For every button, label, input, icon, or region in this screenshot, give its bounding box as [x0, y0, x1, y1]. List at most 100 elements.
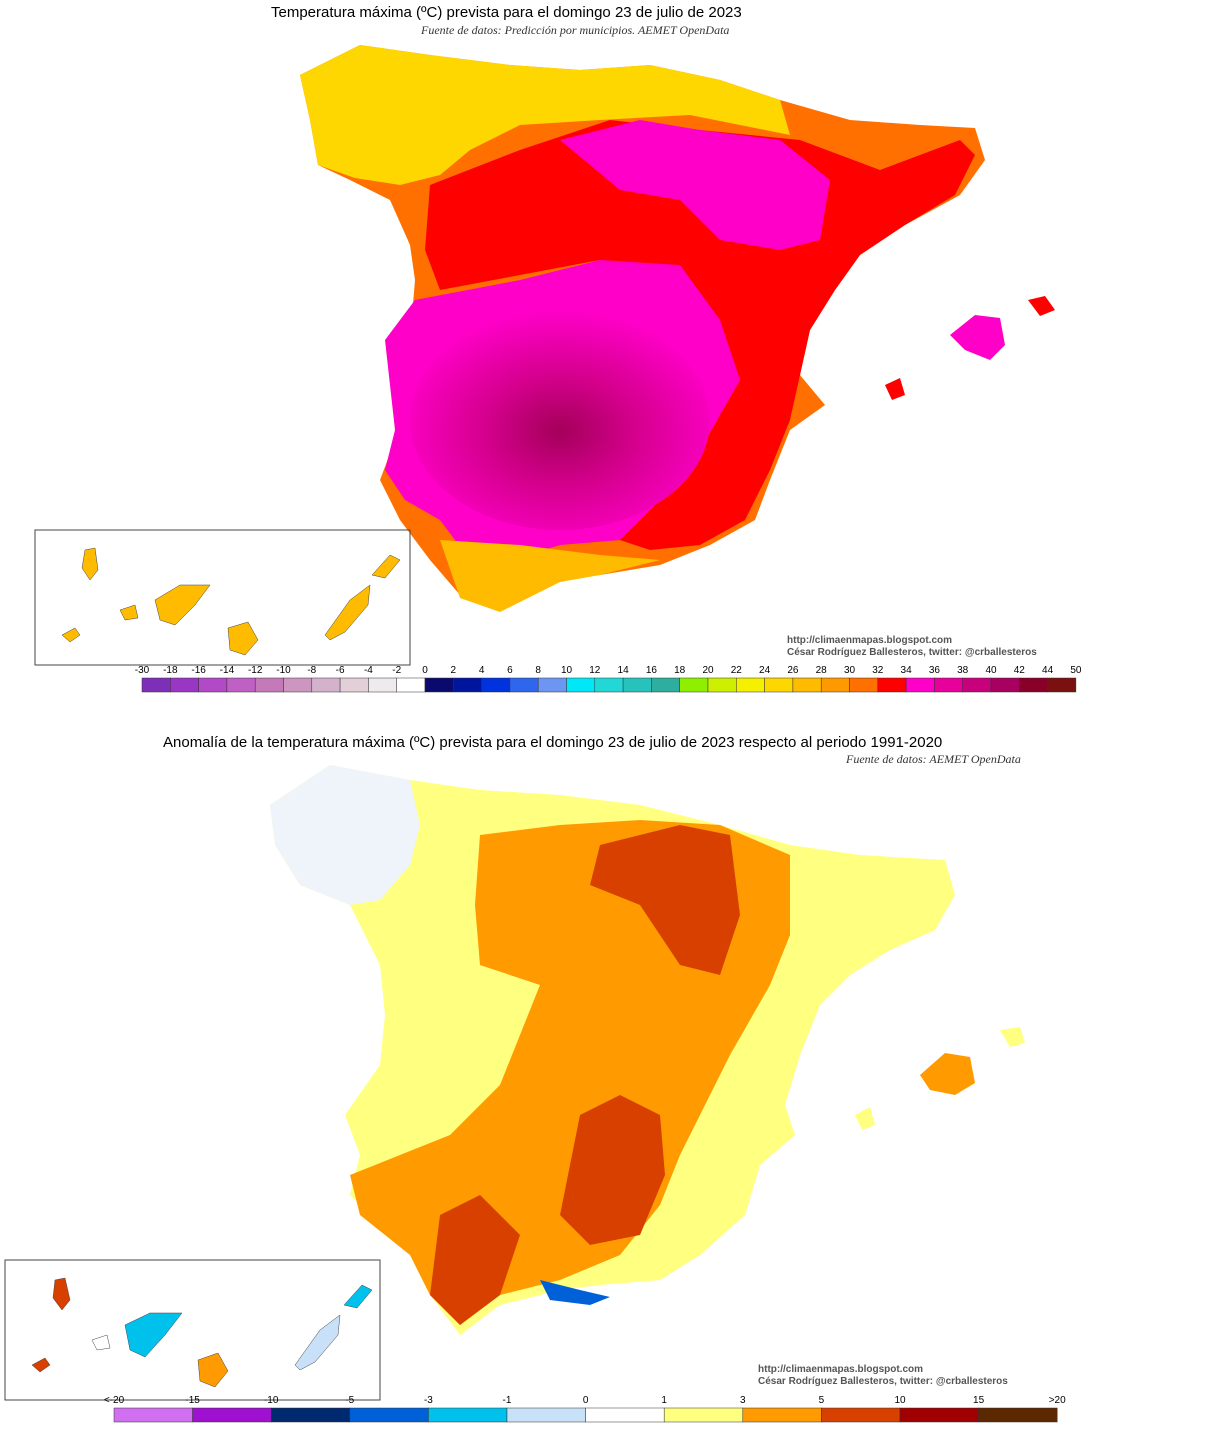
map2-legend-label: <-20	[104, 1395, 125, 1406]
map1-credit-author: César Rodríguez Ballesteros, twitter: @c…	[787, 647, 1037, 658]
map1-canary-islands	[61, 547, 401, 656]
map2-legend-label: 3	[740, 1395, 746, 1406]
map2-credit-author: César Rodríguez Ballesteros, twitter: @c…	[758, 1376, 1008, 1387]
map1-legend-swatch	[424, 677, 454, 693]
map2-legend-swatch	[113, 1407, 193, 1423]
map1-legend-swatch	[990, 677, 1020, 693]
map2-legend: <-20 -15 -10 -5 -3 -1 0 1 3 5 10 15 >20	[100, 1390, 1075, 1431]
map1-legend-label: 2	[451, 665, 457, 676]
map1-legend-swatch	[962, 677, 992, 693]
map2-legend-label: 1	[661, 1395, 667, 1406]
map1-legend-label: 20	[702, 665, 714, 676]
map1-legend-label: 22	[731, 665, 743, 676]
map1-legend-label: -14	[220, 665, 235, 676]
map1-credit-url: http://climaenmapas.blogspot.com	[787, 635, 953, 646]
map2-legend-swatch	[821, 1407, 901, 1423]
map1-legend-label: -10	[276, 665, 291, 676]
map2-legend-swatch	[192, 1407, 272, 1423]
map1-legend-label: 34	[901, 665, 913, 676]
map1-legend-label: 32	[872, 665, 884, 676]
map1-legend-label: 36	[929, 665, 941, 676]
map1-legend-label: 44	[1042, 665, 1054, 676]
map1-legend-label: 40	[985, 665, 997, 676]
map1-legend-label: 0	[422, 665, 428, 676]
map2-legend-swatch	[349, 1407, 429, 1423]
map1-legend-swatch	[736, 677, 765, 693]
map1-legend-swatch	[622, 677, 652, 693]
map2-legend-swatch	[663, 1407, 744, 1423]
map1-legend-label: -2	[392, 665, 401, 676]
map1-legend-swatch	[679, 677, 709, 693]
map1-legend-swatch	[254, 677, 284, 693]
map1-legend-label: 38	[957, 665, 969, 676]
map1-legend-label: 14	[618, 665, 630, 676]
map1-peninsula	[300, 45, 985, 612]
map1-legend-swatch	[566, 677, 596, 693]
map1-legend-swatch	[453, 677, 482, 693]
map2-map	[4, 765, 1025, 1401]
map1-title: Temperatura máxima (ºC) prevista para el…	[271, 4, 742, 21]
map1-legend-label: 10	[561, 665, 573, 676]
map1-legend-swatch	[311, 677, 341, 693]
map1-legend: -30 -18 -16 -14 -12 -10 -8 -6 -4 -2 0 2 4 6 8 10 12 14 16 1…	[130, 660, 1100, 701]
map2-canary-islands	[31, 1277, 373, 1388]
map2-legend-swatch	[428, 1407, 508, 1423]
map2-legend-label: 5	[819, 1395, 825, 1406]
map1-canary-inset-frame	[34, 529, 411, 666]
map1-legend-label: 28	[816, 665, 828, 676]
map1-legend-swatch	[339, 677, 369, 693]
map1-legend-label: 30	[844, 665, 856, 676]
map2-legend-label: -10	[264, 1395, 279, 1406]
map1-legend-label: 4	[479, 665, 485, 676]
map1-legend-label: -16	[191, 665, 206, 676]
map1-legend-swatch	[481, 677, 511, 693]
map1-legend-swatch	[226, 677, 256, 693]
map1-legend-label: 18	[674, 665, 686, 676]
map1-legend-label: -30	[135, 665, 150, 676]
map1-legend-label: -8	[307, 665, 316, 676]
map2-legend-label: >20	[1049, 1395, 1066, 1406]
map2-canary-inset-frame	[4, 1259, 381, 1401]
map2-legend-swatch	[978, 1407, 1058, 1423]
map1-legend-swatch	[509, 677, 539, 693]
map1-legend-swatch	[792, 677, 822, 693]
map2-legend-label: 0	[583, 1395, 589, 1406]
map2-legend-swatch	[742, 1407, 822, 1423]
map1-legend-label: 50	[1070, 665, 1082, 676]
map2-legend-label: -1	[503, 1395, 512, 1406]
map2-legend-label: -15	[185, 1395, 200, 1406]
map1-legend-swatch	[877, 677, 907, 693]
map1-legend-label: 8	[535, 665, 541, 676]
map1-legend-swatch	[368, 677, 397, 693]
map1-legend-label: 12	[589, 665, 601, 676]
map1-legend-label: -18	[163, 665, 178, 676]
map1-legend-swatch	[141, 677, 171, 693]
map1-source: Fuente de datos: Predicción por municipi…	[421, 23, 730, 37]
map1-legend-swatch	[849, 677, 879, 693]
map1-legend-swatch	[594, 677, 624, 693]
map1-legend-swatch	[934, 677, 963, 693]
map1-legend-swatch	[170, 677, 199, 693]
map1-legend-label: 16	[646, 665, 658, 676]
map1-balearics	[885, 296, 1055, 400]
map1-legend-swatch	[820, 677, 850, 693]
map1-legend-swatch	[537, 677, 567, 693]
map2-legend-swatch	[506, 1407, 586, 1423]
map2-credit: http://climaenmapas.blogspot.com César R…	[758, 1364, 1008, 1388]
map2-legend-label: -5	[345, 1395, 354, 1406]
map1-legend-swatch	[764, 677, 794, 693]
map2-legend-swatch	[899, 1407, 979, 1423]
map2-title: Anomalía de la temperatura máxima (ºC) p…	[163, 734, 943, 751]
map1-legend-label: -12	[248, 665, 263, 676]
map1-legend-label: 6	[507, 665, 513, 676]
map1-legend-label: 24	[759, 665, 771, 676]
map2-source: Fuente de datos: AEMET OpenData	[846, 752, 1021, 766]
map1-legend-swatch	[396, 677, 426, 693]
map1-legend-swatch	[1047, 677, 1077, 693]
map1-legend-swatch	[905, 677, 935, 693]
map2-legend-svg: <-20 -15 -10 -5 -3 -1 0 1 3 5 10 15 >20	[104, 1395, 1066, 1423]
map1-legend-svg: -30 -18 -16 -14 -12 -10 -8 -6 -4 -2 0 2 4 6 8 10 12 14 16 1…	[135, 665, 1082, 693]
map1-map	[34, 45, 1055, 666]
map1-legend-swatch	[651, 677, 680, 693]
map2-credit-url: http://climaenmapas.blogspot.com	[758, 1364, 924, 1375]
